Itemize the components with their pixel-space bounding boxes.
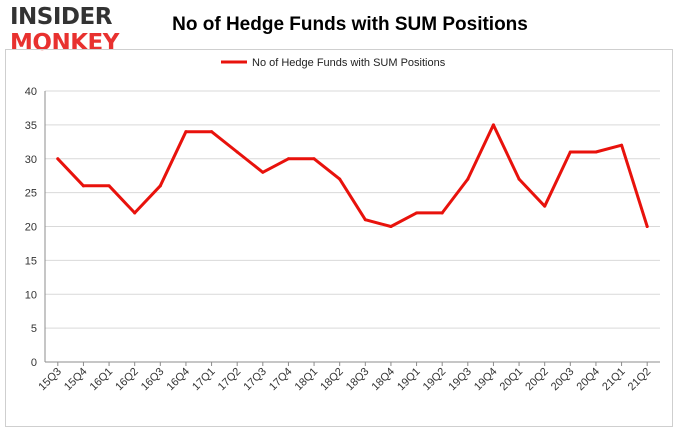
y-tick-label: 30 <box>25 154 37 166</box>
x-tick-label: 20Q1 <box>498 366 526 394</box>
legend-label: No of Hedge Funds with SUM Positions <box>252 57 446 69</box>
data-point <box>107 184 111 188</box>
x-tick-label: 19Q1 <box>395 366 423 394</box>
data-point <box>491 123 495 127</box>
data-point <box>620 143 624 147</box>
y-tick-label: 20 <box>25 222 37 234</box>
x-tick-label: 15Q4 <box>62 366 90 394</box>
data-point <box>517 177 521 181</box>
y-tick-labels: 0 5 10 15 20 25 30 35 40 <box>25 86 37 369</box>
chart-title: No of Hedge Funds with SUM Positions <box>172 14 528 35</box>
x-tick-label: 18Q2 <box>318 366 346 394</box>
x-tick-label: 16Q1 <box>88 366 116 394</box>
data-point <box>81 184 85 188</box>
y-tick-label: 40 <box>25 86 37 98</box>
data-point <box>645 225 649 228</box>
x-tick-label: 21Q2 <box>626 366 654 394</box>
data-point <box>158 184 162 188</box>
y-tick-label: 25 <box>25 188 37 200</box>
axes <box>44 91 660 366</box>
y-tick-label: 35 <box>25 120 37 132</box>
x-tick-label: 17Q2 <box>216 366 244 394</box>
insider-monkey-logo: INSIDER MONKEY <box>10 4 130 58</box>
data-point <box>568 150 572 154</box>
data-point <box>235 150 239 154</box>
x-tick-label: 18Q3 <box>344 366 372 394</box>
x-tick-label: 20Q2 <box>523 366 551 394</box>
x-tick-label: 17Q4 <box>267 366 295 394</box>
data-point <box>184 130 188 134</box>
x-tick-label: 21Q1 <box>600 366 628 394</box>
data-point <box>133 211 137 215</box>
x-tick-label: 18Q4 <box>370 366 398 394</box>
legend: No of Hedge Funds with SUM Positions <box>221 57 446 69</box>
data-point <box>594 150 598 154</box>
data-point <box>56 157 60 161</box>
y-tick-label: 10 <box>25 289 37 301</box>
data-point <box>338 177 342 181</box>
data-point <box>389 225 393 228</box>
y-tick-label: 15 <box>25 255 37 267</box>
chart-frame <box>5 49 673 427</box>
x-tick-labels: 15Q315Q416Q116Q216Q316Q417Q117Q217Q317Q4… <box>36 366 653 394</box>
y-tick-label: 5 <box>31 323 37 335</box>
x-tick-label: 17Q3 <box>241 366 269 394</box>
x-tick-label: 17Q1 <box>190 366 218 394</box>
data-point <box>363 218 367 222</box>
data-point <box>440 211 444 215</box>
logo-line-1: INSIDER <box>10 4 112 30</box>
series-line <box>56 123 649 228</box>
y-tick-label: 0 <box>31 357 37 369</box>
x-tick-label: 19Q2 <box>421 366 449 394</box>
x-tick-label: 16Q4 <box>165 366 193 394</box>
logo-line-2: MONKEY <box>10 30 119 56</box>
x-tick-label: 20Q4 <box>575 366 603 394</box>
x-tick-label: 19Q3 <box>446 366 474 394</box>
x-tick-label: 16Q2 <box>113 366 141 394</box>
x-tick-label: 19Q4 <box>472 366 500 394</box>
data-point <box>543 204 547 208</box>
x-tick-label: 15Q3 <box>36 366 64 394</box>
data-point <box>466 177 470 181</box>
data-point <box>312 157 316 161</box>
data-point <box>261 170 265 174</box>
data-point <box>286 157 290 161</box>
gridlines <box>45 90 660 329</box>
x-tick-label: 20Q3 <box>549 366 577 394</box>
series-layer <box>56 123 649 228</box>
data-point <box>210 130 214 134</box>
x-tick-label: 16Q3 <box>139 366 167 394</box>
data-point <box>415 211 419 215</box>
x-tick-label: 18Q1 <box>293 366 321 394</box>
